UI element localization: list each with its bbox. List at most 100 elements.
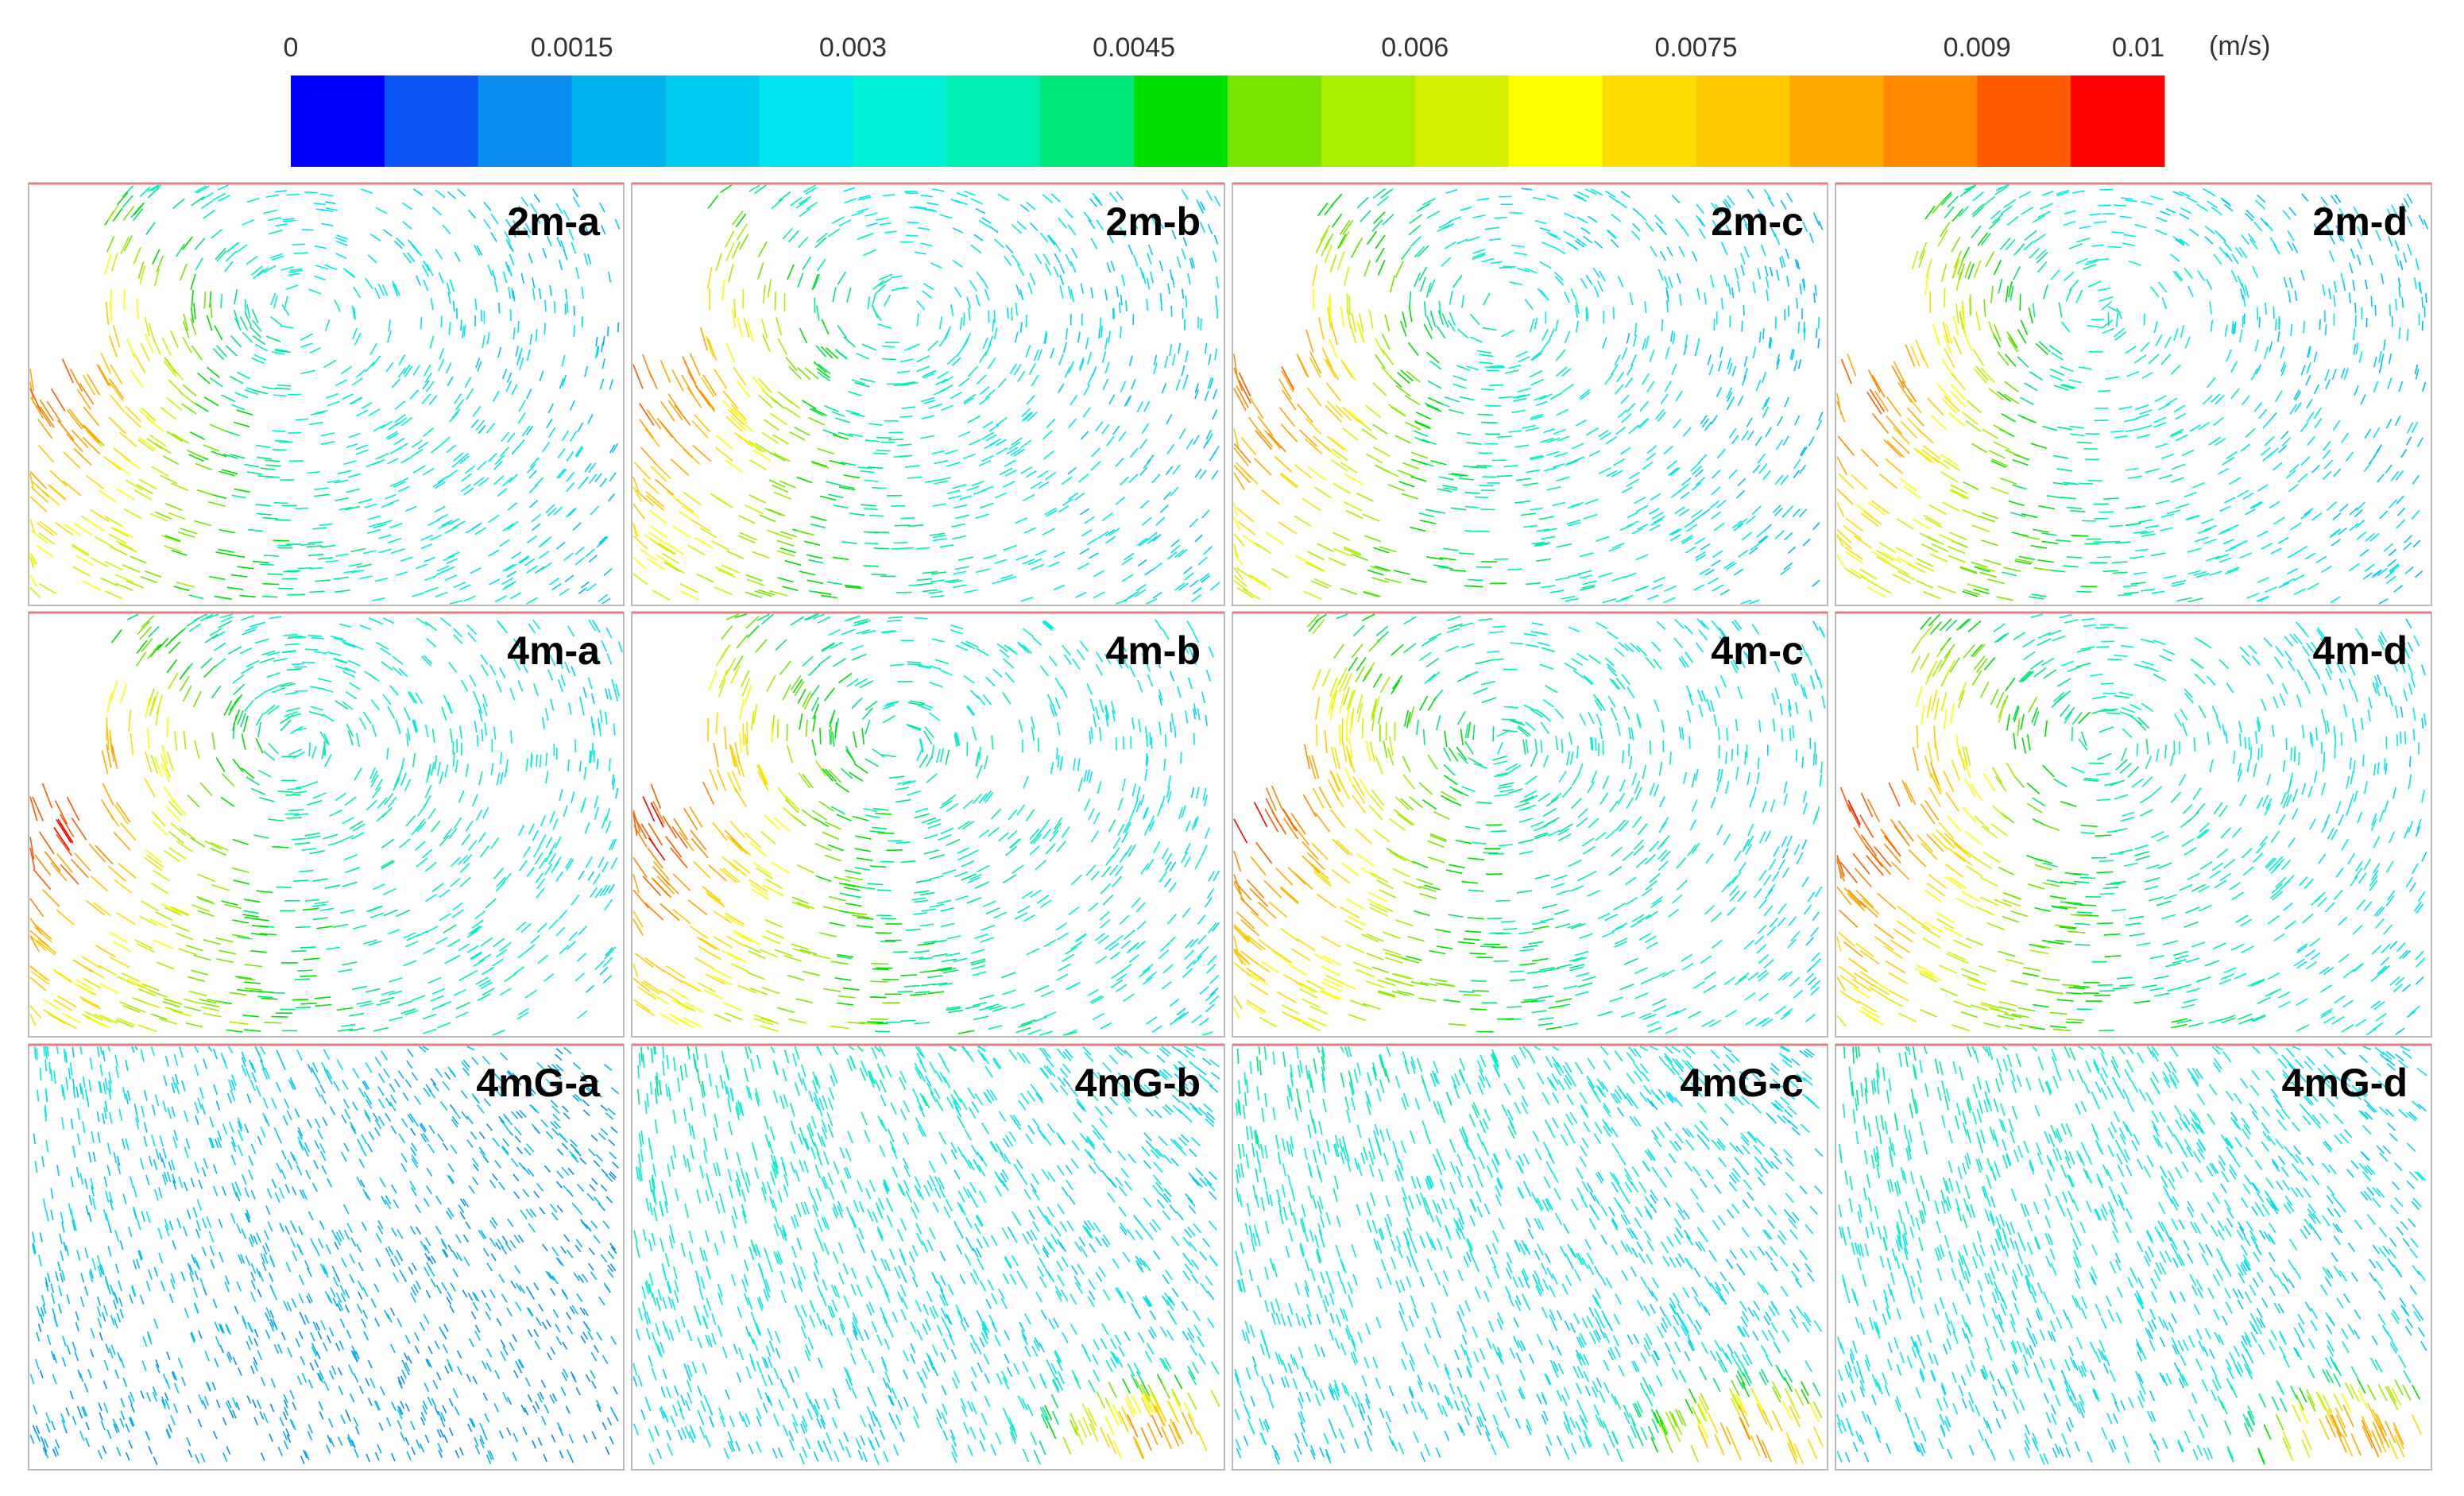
- vector-arrows: [1403, 616, 1747, 1034]
- vector-arrows: [1697, 1403, 1801, 1464]
- vector-arrows: [1719, 1404, 1773, 1463]
- vector-arrows: [805, 187, 1158, 605]
- vector-arrows: [1531, 617, 1826, 1025]
- vector-arrows: [2324, 1404, 2404, 1456]
- panel-label: 4m-d: [2313, 628, 2408, 673]
- colorbar-segment: [571, 75, 667, 167]
- colorbar-segment: [1883, 75, 1978, 167]
- vector-arrows: [757, 613, 1077, 1036]
- vector-arrows: [632, 1046, 1220, 1463]
- colorbar-segment: [1040, 75, 1135, 167]
- vector-arrows: [1521, 187, 1823, 596]
- vector-arrows: [1312, 618, 1422, 1022]
- vector-arrows: [1074, 1403, 1099, 1445]
- vector-arrows: [111, 628, 354, 1033]
- vector-arrows: [1233, 696, 1350, 1010]
- vector-arrows: [1233, 744, 1317, 916]
- vector-arrows: [1233, 354, 1286, 464]
- vector-panel: 4mG-a: [28, 1043, 625, 1471]
- panel-label: 4mG-d: [2282, 1061, 2408, 1105]
- vector-arrows: [34, 1046, 373, 1278]
- vector-arrows: [663, 223, 801, 597]
- vector-arrows: [1233, 265, 1360, 581]
- vector-arrows: [2361, 1419, 2380, 1458]
- vector-arrows: [269, 616, 623, 1019]
- vector-arrows: [29, 783, 87, 891]
- vector-arrows: [734, 613, 975, 1034]
- colorbar-tick-label: 0.01: [2112, 33, 2164, 63]
- vector-arrows: [1104, 1392, 1194, 1459]
- vector-arrows: [1836, 798, 1914, 928]
- vector-arrows: [1271, 224, 1405, 590]
- vector-arrows: [29, 737, 131, 953]
- vector-arrows: [1839, 1046, 2412, 1463]
- colorbar-segment: [853, 75, 947, 167]
- vector-arrows: [1837, 365, 1917, 457]
- colorbar-segment: [1977, 75, 2071, 167]
- vector-arrows: [1255, 798, 1298, 864]
- panel-label: 4mG-c: [1680, 1061, 1804, 1105]
- vector-arrows: [2298, 1389, 2369, 1424]
- vector-arrows: [1990, 184, 2341, 602]
- vector-arrows: [1836, 343, 1924, 475]
- vector-arrows: [1739, 1416, 1768, 1459]
- vector-arrows: [721, 613, 900, 1025]
- vector-arrows: [1944, 644, 2088, 1032]
- vector-arrows: [1660, 1379, 1781, 1454]
- vector-arrows: [2257, 1378, 2421, 1463]
- vector-arrows: [1650, 1370, 1810, 1453]
- panel-label: 2m-b: [1106, 199, 1201, 244]
- vector-arrows: [1233, 316, 1343, 505]
- vector-arrows: [1840, 358, 1886, 415]
- vector-arrows: [1708, 1413, 1824, 1465]
- panel-frame: [631, 183, 1225, 606]
- vector-arrows: [1847, 799, 1861, 825]
- vector-arrows: [952, 191, 1220, 599]
- vector-arrows: [188, 613, 543, 1036]
- panel-frame: [631, 1044, 1225, 1471]
- vector-panel: 4mG-c: [1232, 1043, 1828, 1471]
- vector-arrows: [732, 211, 834, 599]
- vector-arrows: [2160, 191, 2429, 605]
- colorbar-segment: [1414, 75, 1510, 167]
- colorbar-segment: [1789, 75, 1884, 167]
- vector-arrows: [1238, 365, 1295, 404]
- vector-arrows: [632, 1046, 1220, 1466]
- vector-arrows: [707, 184, 862, 599]
- vector-arrows: [1233, 755, 1332, 937]
- vector-arrows: [2377, 618, 2427, 1035]
- panel-frame: [1835, 612, 2432, 1038]
- vector-arrows: [1836, 725, 1962, 992]
- vector-arrows: [1126, 1413, 1163, 1452]
- colorbar-tick-label: 0.009: [1944, 33, 2011, 63]
- colorbar-segment: [1134, 75, 1228, 167]
- vector-panel: 2m-d: [1835, 182, 2432, 606]
- colorbar-segment: [478, 75, 573, 167]
- vector-arrows: [1932, 184, 2203, 603]
- vector-arrows: [217, 184, 609, 603]
- vector-arrows: [29, 821, 114, 918]
- vector-arrows: [220, 616, 620, 1020]
- vector-arrows: [29, 358, 74, 412]
- vector-arrows: [1132, 1411, 1193, 1459]
- vector-arrows: [325, 188, 621, 605]
- colorbar-segment: [1321, 75, 1416, 167]
- vector-arrows: [533, 188, 620, 595]
- vector-arrows: [812, 613, 1220, 1036]
- colorbar-unit: (m/s): [2209, 31, 2270, 61]
- vector-arrows: [1118, 1401, 1199, 1440]
- vector-arrows: [1659, 1381, 1823, 1463]
- vector-arrows: [2042, 187, 2423, 604]
- colorbar-segment: [759, 75, 853, 167]
- vector-panel: 2m-a: [28, 182, 625, 606]
- vector-arrows: [1171, 201, 1219, 543]
- panel-label: 4m-a: [507, 628, 601, 673]
- vector-arrows: [42, 680, 187, 1029]
- vector-arrows: [632, 783, 688, 897]
- panel-label: 2m-c: [1711, 199, 1804, 244]
- vector-arrows: [1044, 1374, 1183, 1440]
- vector-panel: 4m-b: [631, 611, 1225, 1038]
- colorbar-segment: [291, 75, 385, 167]
- colorbar-tick-label: 0.0015: [531, 33, 613, 63]
